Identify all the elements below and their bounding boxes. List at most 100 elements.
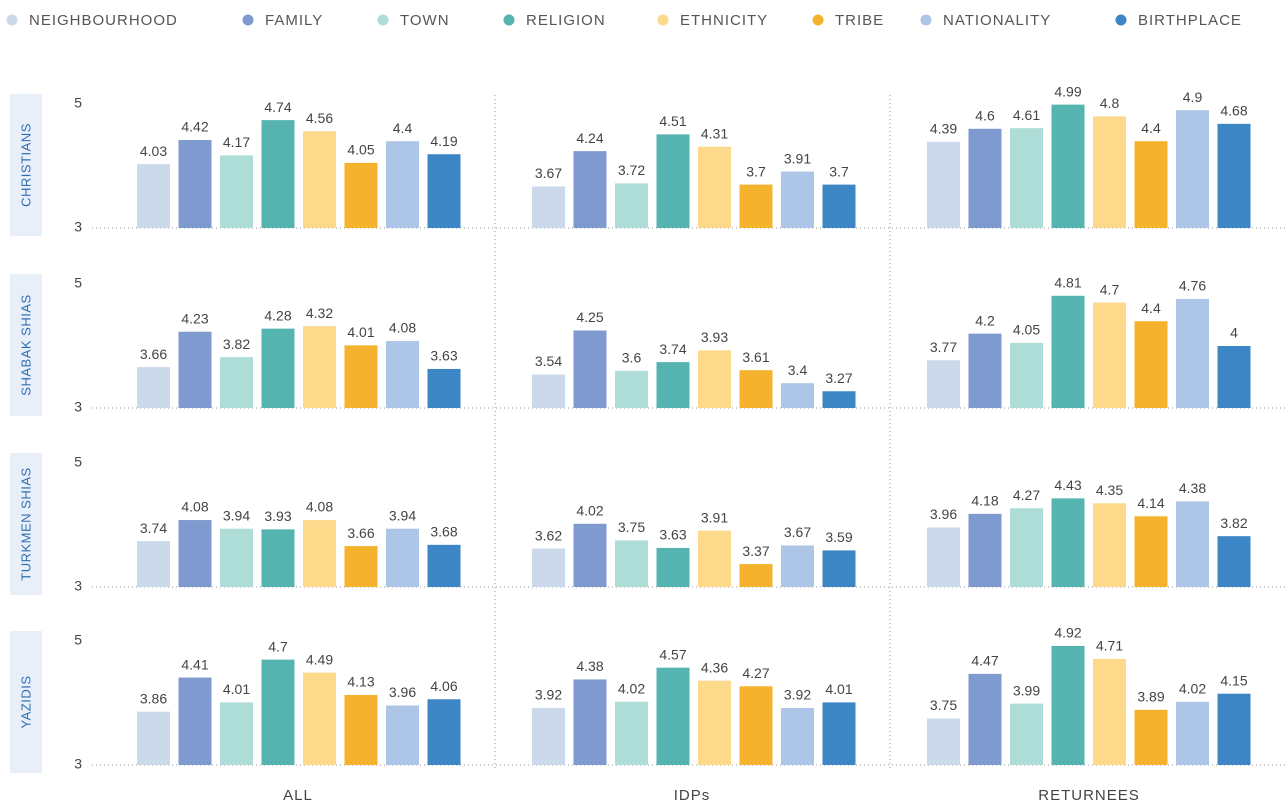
row-label: CHRISTIANS — [18, 123, 33, 207]
bar — [178, 677, 212, 765]
bar — [615, 370, 648, 408]
value-label: 4.23 — [181, 310, 208, 326]
bar — [427, 368, 461, 408]
value-label: 3.62 — [535, 527, 562, 543]
bar — [303, 520, 336, 587]
bar — [656, 667, 690, 765]
bar — [968, 513, 1002, 587]
value-label: 3.82 — [223, 336, 250, 352]
value-label: 4.7 — [1100, 281, 1120, 297]
bar — [532, 374, 565, 408]
bar — [137, 711, 170, 765]
bar — [220, 155, 253, 228]
bar — [927, 141, 960, 228]
bar — [1051, 104, 1085, 228]
legend-marker — [242, 14, 254, 26]
legend-marker — [377, 14, 389, 26]
value-label: 4.03 — [140, 143, 167, 159]
value-label: 4.02 — [618, 680, 645, 696]
bar — [220, 702, 253, 765]
bar — [532, 548, 565, 587]
bar — [261, 328, 295, 408]
value-label: 4.14 — [1137, 495, 1164, 511]
bar — [261, 120, 295, 228]
value-label: 4.41 — [181, 656, 208, 672]
bar — [656, 547, 690, 587]
value-label: 4.15 — [1220, 672, 1247, 688]
bar — [178, 331, 212, 408]
bar — [781, 545, 814, 587]
bar — [344, 162, 378, 228]
y-tick-label: 3 — [74, 399, 82, 415]
bar — [344, 694, 378, 765]
bar — [573, 679, 607, 765]
value-label: 3.67 — [535, 165, 562, 181]
value-label: 4.39 — [930, 121, 957, 137]
bar — [1134, 516, 1168, 587]
value-label: 3.4 — [788, 362, 808, 378]
legend-marker — [503, 14, 515, 26]
value-label: 4.02 — [1179, 680, 1206, 696]
value-label: 4.17 — [223, 134, 250, 150]
bar — [739, 370, 773, 408]
y-tick-label: 5 — [74, 95, 82, 111]
value-label: 4.02 — [576, 502, 603, 518]
value-label: 4.42 — [181, 119, 208, 135]
value-label: 3.66 — [140, 346, 167, 362]
legend-marker — [1115, 14, 1127, 26]
bar — [739, 686, 773, 765]
bar — [656, 134, 690, 228]
bar — [739, 184, 773, 228]
bar — [968, 128, 1002, 228]
bar — [781, 707, 814, 765]
y-tick-label: 3 — [74, 756, 82, 772]
bar — [615, 701, 648, 765]
value-label: 3.89 — [1137, 689, 1164, 705]
bar — [698, 146, 731, 228]
value-label: 4.71 — [1096, 638, 1123, 654]
value-label: 4.35 — [1096, 482, 1123, 498]
value-label: 4.43 — [1054, 477, 1081, 493]
value-label: 4.05 — [347, 142, 374, 158]
value-label: 3.99 — [1013, 682, 1040, 698]
bar — [1093, 658, 1126, 765]
bar — [822, 391, 856, 408]
value-label: 3.27 — [825, 370, 852, 386]
y-tick-label: 5 — [74, 275, 82, 291]
legend-label: NATIONALITY — [943, 12, 1051, 29]
value-label: 4.06 — [430, 678, 457, 694]
bar — [698, 680, 731, 765]
bar — [344, 546, 378, 587]
value-label: 3.93 — [701, 329, 728, 345]
value-label: 3.91 — [784, 150, 811, 166]
bar — [1134, 709, 1168, 765]
row-label: TURKMEN SHIAS — [18, 467, 33, 580]
value-label: 3.92 — [784, 687, 811, 703]
row-label-box — [10, 453, 42, 595]
bar — [739, 564, 773, 587]
value-label: 4.51 — [659, 113, 686, 129]
bar — [698, 350, 731, 408]
bar — [822, 184, 856, 228]
value-label: 4.7 — [268, 638, 288, 654]
value-label: 3.72 — [618, 162, 645, 178]
legend-label: BIRTHPLACE — [1138, 12, 1242, 29]
value-label: 3.94 — [389, 507, 416, 523]
bar — [927, 718, 960, 765]
bar — [261, 529, 295, 587]
value-label: 4.74 — [264, 99, 291, 115]
value-label: 3.54 — [535, 353, 562, 369]
value-label: 4.76 — [1179, 278, 1206, 294]
value-label: 4.56 — [306, 110, 333, 126]
y-tick-label: 5 — [74, 632, 82, 648]
value-label: 3.37 — [742, 543, 769, 559]
value-label: 4.4 — [1141, 120, 1161, 136]
legend-label: ETHNICITY — [680, 12, 768, 29]
bar — [968, 333, 1002, 408]
value-label: 4.01 — [825, 681, 852, 697]
value-label: 4.38 — [576, 658, 603, 674]
value-label: 3.6 — [622, 350, 642, 366]
value-label: 4.36 — [701, 659, 728, 675]
bar — [1217, 346, 1251, 408]
